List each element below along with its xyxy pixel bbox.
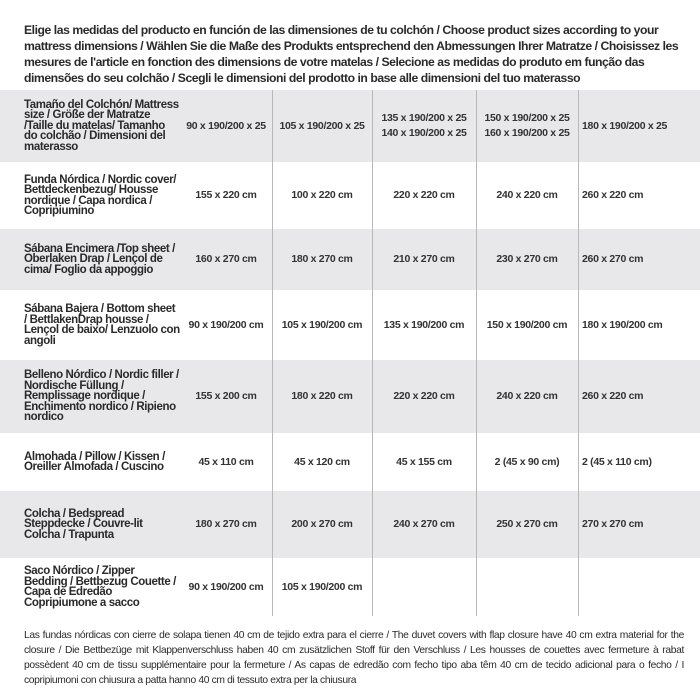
header-cell: 180 x 190/200 x 25	[582, 119, 668, 132]
size-cell: 105 x 190/200 cm	[281, 318, 363, 331]
row-label: Tamaño del Colchón/ Mattress size / Größ…	[24, 98, 179, 153]
table-row: Saco Nórdico / Zipper Bedding / Bettbezu…	[0, 558, 700, 616]
header-cell: 135 x 190/200 x 25 140 x 190/200 x 25	[381, 112, 467, 139]
row-label: Sábana Bajera / Bottom sheet / Bettlaken…	[24, 303, 180, 347]
size-cell: 260 x 220 cm	[582, 390, 644, 402]
table-row: Belleno Nórdico / Nordic filler / Nordis…	[0, 360, 700, 433]
size-cell: 135 x 190/200 cm	[383, 318, 465, 331]
size-cell: 210 x 270 cm	[393, 253, 455, 265]
table-row: Sábana Bajera / Bottom sheet / Bettlaken…	[0, 290, 700, 360]
size-cell: 180 x 220 cm	[291, 390, 353, 402]
size-cell: 45 x 120 cm	[294, 455, 350, 468]
size-cell: 2 (45 x 110 cm)	[582, 455, 652, 468]
size-cell: 220 x 220 cm	[393, 189, 455, 201]
size-cell: 250 x 270 cm	[496, 518, 558, 530]
row-label: Sábana Encimera /Top sheet / Oberlaken D…	[24, 242, 175, 276]
size-cell: 240 x 220 cm	[496, 189, 558, 201]
size-cell: 155 x 220 cm	[195, 189, 257, 201]
size-cell: 200 x 270 cm	[291, 518, 353, 530]
size-cell: 180 x 270 cm	[195, 518, 257, 530]
row-label: Saco Nórdico / Zipper Bedding / Bettbezu…	[24, 565, 176, 609]
table-row: Sábana Encimera /Top sheet / Oberlaken D…	[0, 229, 700, 290]
header-cell: 90 x 190/200 x 25	[186, 119, 266, 132]
size-cell: 240 x 270 cm	[393, 518, 455, 530]
table-row: Almohada / Pillow / Kissen / Oreiller Al…	[0, 433, 700, 491]
size-cell: 105 x 190/200 cm	[281, 580, 363, 593]
size-cell: 2 (45 x 90 cm)	[494, 455, 560, 468]
size-cell: 180 x 270 cm	[291, 253, 353, 265]
table-row: Funda Nórdica / Nordic cover/ Bettdecken…	[0, 162, 700, 229]
size-cell: 240 x 220 cm	[496, 390, 558, 402]
table-header-row: Tamaño del Colchón/ Mattress size / Größ…	[0, 90, 700, 162]
size-table: Tamaño del Colchón/ Mattress size / Größ…	[0, 90, 700, 616]
table-row: Colcha / Bedspread Steppdecke / Couvre-l…	[0, 491, 700, 558]
row-label: Colcha / Bedspread Steppdecke / Couvre-l…	[24, 507, 143, 541]
size-cell: 155 x 200 cm	[195, 390, 257, 402]
size-cell: 100 x 220 cm	[291, 189, 353, 201]
header-cell: 105 x 190/200 x 25	[279, 119, 365, 132]
size-cell: 270 x 270 cm	[582, 518, 644, 530]
size-cell: 90 x 190/200 cm	[188, 580, 264, 593]
size-cell: 45 x 110 cm	[198, 455, 254, 468]
size-cell: 90 x 190/200 cm	[188, 318, 264, 331]
intro-text: Elige las medidas del producto en funció…	[24, 23, 679, 85]
row-label: Belleno Nórdico / Nordic filler / Nordis…	[24, 369, 179, 424]
size-cell: 260 x 220 cm	[582, 189, 644, 201]
size-cell: 230 x 270 cm	[496, 253, 558, 265]
footer-note: Las fundas nórdicas con cierre de solapa…	[24, 630, 684, 686]
size-cell: 220 x 220 cm	[393, 390, 455, 402]
header-cell: 150 x 190/200 x 25 160 x 190/200 x 25	[484, 112, 570, 139]
size-cell: 45 x 155 cm	[396, 455, 452, 468]
size-cell: 260 x 270 cm	[582, 253, 644, 265]
size-cell: 160 x 270 cm	[195, 253, 257, 265]
column-divider	[372, 90, 373, 616]
size-cell: 150 x 190/200 cm	[486, 318, 568, 331]
row-label: Almohada / Pillow / Kissen / Oreiller Al…	[24, 450, 165, 473]
column-divider	[272, 90, 273, 616]
column-divider	[476, 90, 477, 616]
row-label: Funda Nórdica / Nordic cover/ Bettdecken…	[24, 173, 176, 217]
size-cell: 180 x 190/200 cm	[582, 318, 663, 331]
column-divider	[578, 90, 579, 616]
